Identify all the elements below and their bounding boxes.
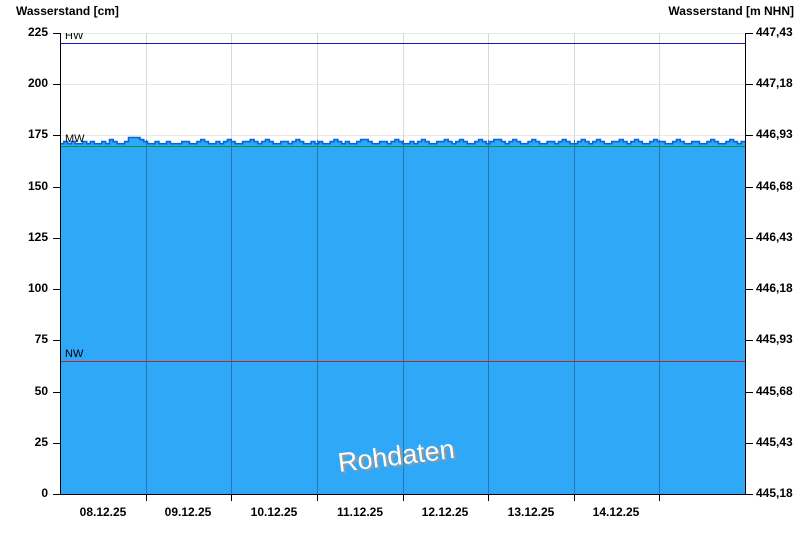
plot-area: HW MW NW Rohdaten [60,33,745,494]
x-tick-label: 13.12.25 [507,505,555,519]
x-tick-mark [231,495,232,501]
x-tick-label: 10.12.25 [250,505,298,519]
y-tick-label-left: 50 [34,384,48,398]
y-tick-mark-left [53,187,60,188]
gridline-vertical-over-fill [231,140,232,494]
threshold-line-nw [60,361,745,362]
gridline-horizontal [60,135,745,136]
gridline-vertical [317,33,318,140]
y-tick-label-right: 445,18 [756,486,793,500]
gridline-vertical-over-fill [317,140,318,494]
x-tick-mark [659,495,660,501]
x-tick-label: 11.12.25 [336,505,384,519]
x-tick-label: 08.12.25 [79,505,127,519]
gridline-vertical [659,33,660,140]
y-tick-mark-right [746,289,753,290]
gridline-vertical [146,33,147,140]
x-tick-label: 12.12.25 [421,505,469,519]
x-tick-mark [574,495,575,501]
y-tick-label-right: 446,18 [756,281,793,295]
y-tick-mark-left [53,84,60,85]
gridline-vertical [488,33,489,140]
y-tick-label-left: 0 [41,486,48,500]
y-tick-label-right: 445,93 [756,332,793,346]
y-tick-label-left: 150 [27,179,48,193]
y-tick-label-left: 25 [34,435,48,449]
x-tick-label: 14.12.25 [592,505,640,519]
y-tick-mark-left [53,289,60,290]
y-tick-label-left: 200 [27,76,48,90]
y-tick-label-left: 225 [27,25,48,39]
gridline-horizontal [60,84,745,85]
y-tick-mark-right [746,443,753,444]
threshold-line-mw [60,146,745,147]
gridline-vertical [231,33,232,140]
gridline-vertical-over-fill [403,140,404,494]
right-axis-title: Wasserstand [m NHN] [668,4,794,18]
y-tick-mark-right [746,494,753,495]
y-tick-label-right: 447,18 [756,76,793,90]
y-tick-mark-right [746,238,753,239]
y-tick-mark-right [746,340,753,341]
gridline-horizontal [60,33,745,34]
y-tick-label-left: 75 [34,332,48,346]
y-tick-label-left: 125 [27,230,48,244]
series-line [60,136,745,145]
y-tick-mark-right [746,33,753,34]
y-tick-mark-right [746,187,753,188]
y-tick-label-left: 175 [27,127,48,141]
y-tick-mark-left [53,33,60,34]
gridline-vertical-over-fill [659,140,660,494]
y-tick-mark-left [53,340,60,341]
y-tick-mark-left [53,135,60,136]
gridline-vertical [403,33,404,140]
x-tick-mark [317,495,318,501]
y-tick-label-right: 445,68 [756,384,793,398]
y-tick-label-right: 447,43 [756,25,793,39]
gridline-vertical [574,33,575,140]
y-tick-label-left: 100 [27,281,48,295]
y-tick-label-right: 445,43 [756,435,793,449]
y-tick-label-right: 446,43 [756,230,793,244]
y-axis-right-line [745,33,746,495]
threshold-label-mw: MW [65,133,85,145]
gridline-vertical-over-fill [574,140,575,494]
x-tick-mark [146,495,147,501]
threshold-line-hw [60,43,745,44]
threshold-label-hw: HW [65,33,84,42]
y-tick-mark-right [746,135,753,136]
y-tick-mark-left [53,392,60,393]
y-tick-mark-right [746,392,753,393]
y-axis-left-line [60,33,61,495]
threshold-label-nw: NW [65,348,84,360]
y-tick-mark-left [53,443,60,444]
y-tick-mark-left [53,238,60,239]
x-tick-label: 09.12.25 [164,505,212,519]
gridline-vertical-over-fill [146,140,147,494]
y-tick-label-right: 446,68 [756,179,793,193]
left-axis-title: Wasserstand [cm] [16,4,119,18]
y-tick-mark-left [53,494,60,495]
gridline-vertical-over-fill [488,140,489,494]
x-axis-line [60,494,746,495]
x-tick-mark [403,495,404,501]
x-tick-mark [488,495,489,501]
y-tick-label-right: 446,93 [756,127,793,141]
y-tick-mark-right [746,84,753,85]
